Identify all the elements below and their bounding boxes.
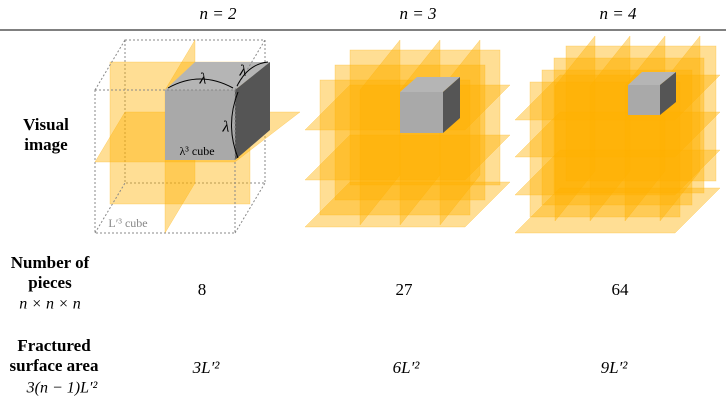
cell-value: 8 xyxy=(198,280,207,299)
row-label: Fractured xyxy=(17,336,91,355)
row-label: Number of xyxy=(11,253,90,272)
edge-label: λ xyxy=(239,63,247,80)
big-cube-label: L′³ cube xyxy=(108,216,147,230)
row-formula: n × n × n xyxy=(19,296,81,313)
column-header: n = 4 xyxy=(600,4,637,23)
column-header: n = 3 xyxy=(400,4,437,23)
illustration-n2 xyxy=(94,39,301,234)
row-formula: 3(n − 1)L′² xyxy=(26,380,99,397)
illustration-n3 xyxy=(304,39,511,228)
edge-label: λ xyxy=(222,119,230,136)
cell-value: 27 xyxy=(396,280,414,299)
cell-value: 3L′² xyxy=(192,358,221,377)
small-cube-label: λ³ cube xyxy=(179,144,214,158)
cell-value: 6L′² xyxy=(393,358,421,377)
row-label: Visual xyxy=(23,115,69,134)
row-label: surface area xyxy=(10,356,99,375)
row-label: image xyxy=(24,135,68,154)
edge-label: λ xyxy=(199,71,207,88)
illustration-n4 xyxy=(514,35,721,234)
cell-value: 9L′² xyxy=(601,358,629,377)
row-label: pieces xyxy=(28,273,72,292)
column-header: n = 2 xyxy=(200,4,237,23)
cell-value: 64 xyxy=(612,280,630,299)
